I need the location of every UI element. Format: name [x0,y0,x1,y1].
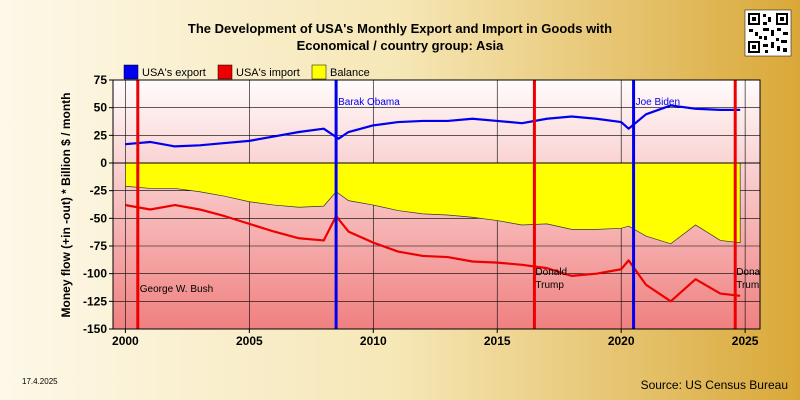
date-label: 17.4.2025 [22,377,58,386]
legend: USA's export USA's import Balance [123,64,370,80]
x-tick-label: 2000 [112,334,139,348]
qr-code-icon [744,9,792,57]
y-tick-label: 50 [94,101,108,115]
legend-swatch-import [217,64,233,80]
y-axis-label: Money flow (+in -out) * Billion $ / mont… [59,93,73,318]
series-export-line [125,104,741,148]
y-tick-label: -50 [90,211,108,225]
legend-swatch-export [123,64,139,80]
source-label: Source: US Census Bureau [641,378,788,392]
presidency-label: Barak Obama [338,97,400,108]
x-tick-label: 2025 [732,334,759,348]
x-tick-label: 2015 [484,334,511,348]
series-layer [113,104,760,303]
presidency-label: George W. Bush [140,284,213,295]
legend-swatch-balance [311,64,327,80]
plot-frame [112,79,761,330]
x-tick-label: 2010 [360,334,387,348]
y-tick-label: 75 [94,73,108,87]
presidency-label: Donald Trump [535,267,567,291]
y-tick-label: -125 [83,294,107,308]
presidency-label: Joe Biden [636,97,680,108]
y-tick-label: 25 [94,128,108,142]
y-tick-label: -150 [83,322,107,336]
series-balance-area [125,162,741,245]
series-import-line [125,203,741,303]
legend-label-import: USA's import [236,67,300,79]
annotations-layer: George W. Bush Barak Obama Donald Trump Joe … [136,80,768,329]
y-axis: 75 50 25 0 -25 -50 -75 -100 -125 -150 [83,73,113,336]
legend-label-balance: Balance [330,67,370,79]
y-tick-label: -75 [90,239,108,253]
x-axis: 2000 2005 2010 2015 2020 2025 [112,329,759,348]
x-tick-label: 2020 [608,334,635,348]
chart-title: The Development of USA's Monthly Export … [188,21,612,36]
y-tick-label: -25 [90,184,108,198]
presidency-label: Donald Trump [736,267,768,291]
y-tick-label: -100 [83,267,107,281]
chart-subtitle: Economical / country group: Asia [297,38,505,53]
y-tick-label: 0 [100,156,107,170]
x-tick-label: 2005 [236,334,263,348]
legend-label-export: USA's export [142,67,206,79]
